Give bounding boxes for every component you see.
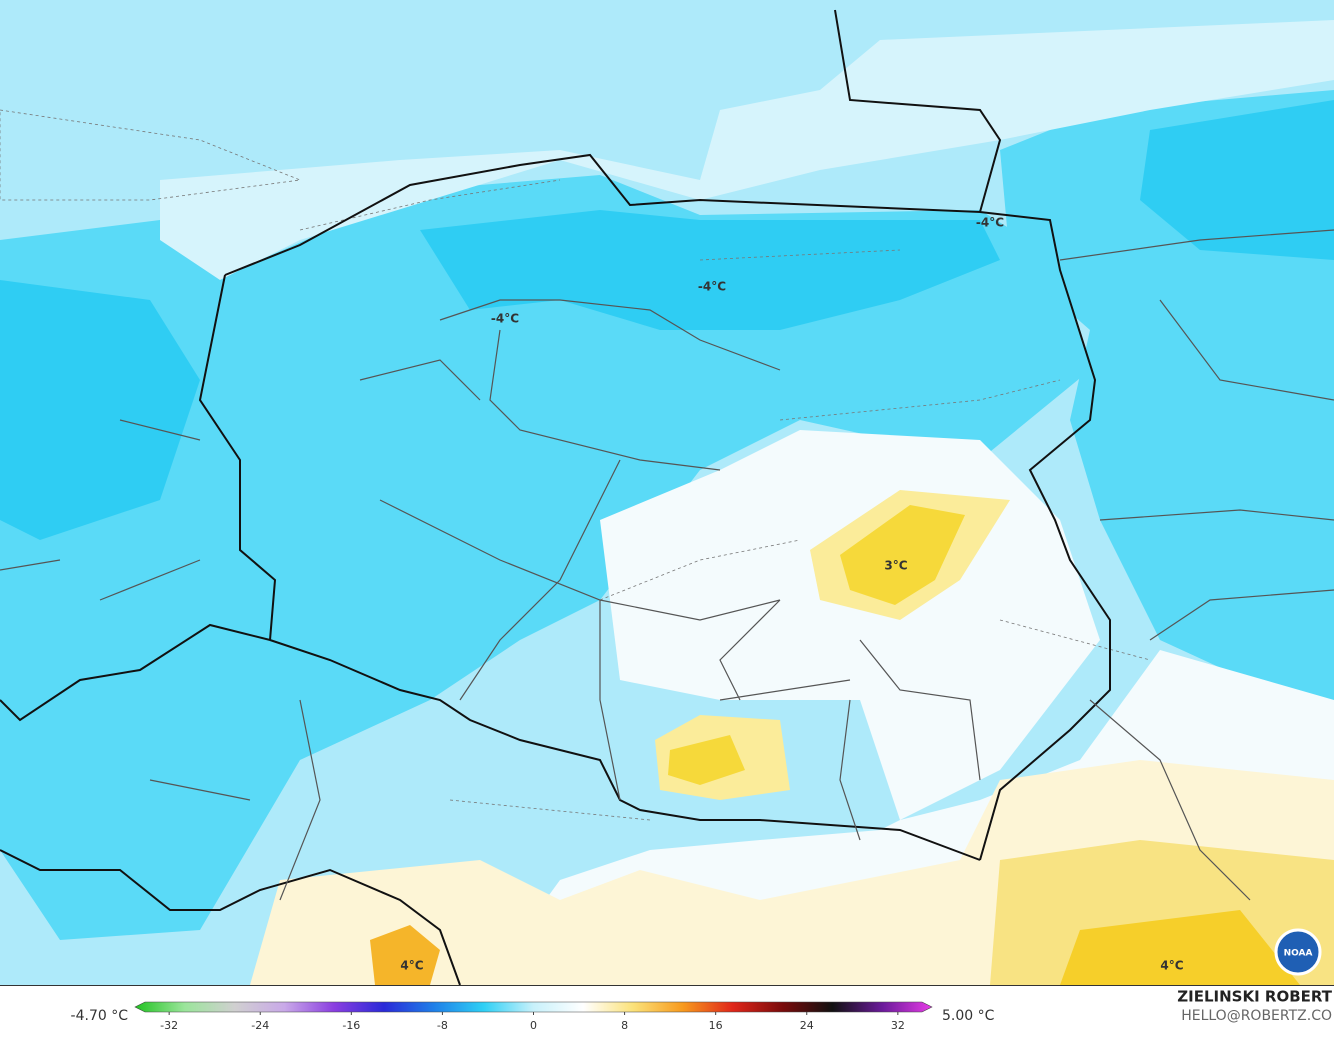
isoline — [0, 109, 302, 201]
colorbar: -32 -24 -16 -8 0 8 16 24 32 — [134, 1001, 933, 1032]
credit-name: ZIELINSKI ROBERT — [1177, 988, 1332, 1006]
temperature-label: 4°C — [1160, 959, 1183, 973]
map-area: -4°C -4°C -4°C 3°C 4°C 4°C NOAA — [0, 0, 1334, 990]
temperature-label: 3°C — [884, 559, 907, 573]
warmer-zone — [1060, 910, 1300, 985]
warmer-zone — [668, 735, 745, 785]
colder-zone — [0, 280, 200, 540]
temperature-label: -4°C — [976, 216, 1004, 230]
max-value: 5.00 °C — [942, 1008, 995, 1024]
temperature-label: -4°C — [698, 280, 726, 294]
colorbar-tick-label: 32 — [891, 1019, 905, 1032]
colorbar-tick-label: -24 — [251, 1019, 269, 1032]
colorbar-tick-label: -16 — [342, 1019, 360, 1032]
warmer-zone — [840, 505, 965, 605]
colorbar-tick-label: 8 — [621, 1019, 628, 1032]
cold-zone — [0, 175, 1090, 940]
warmest-zone — [370, 925, 440, 985]
credit-email: HELLO@ROBERTZ.CO — [1181, 1008, 1332, 1024]
colorbar-tick-label: -32 — [160, 1019, 178, 1032]
temperature-label: 4°C — [400, 959, 423, 973]
mild-zone — [160, 20, 1334, 280]
colorbar-bar — [134, 1001, 933, 1013]
colorbar-tick-label: -8 — [437, 1019, 448, 1032]
isoline — [299, 179, 1151, 821]
region-border — [0, 229, 1334, 901]
min-value: -4.70 °C — [71, 1008, 129, 1024]
country-border — [0, 9, 1111, 986]
colorbar-tick-label: 0 — [530, 1019, 537, 1032]
colder-zone — [1140, 100, 1334, 260]
colorbar-tick-label: 16 — [709, 1019, 723, 1032]
colorbar-tick-label: 24 — [800, 1019, 814, 1032]
temperature-label: -4°C — [491, 312, 519, 326]
logo — [1274, 928, 1322, 976]
logo-text: NOAA — [1284, 949, 1313, 959]
